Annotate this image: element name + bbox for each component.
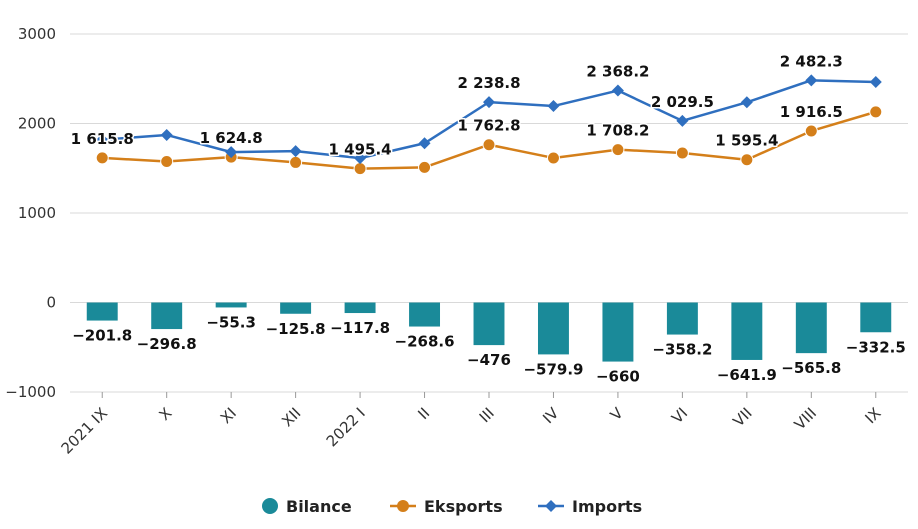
legend-swatch-marker xyxy=(545,500,557,512)
data-label-imports: 2 029.5 xyxy=(651,93,714,111)
x-tick-label: 2021 IX xyxy=(58,404,111,457)
bar-bilance xyxy=(731,302,763,360)
point-imports xyxy=(869,76,882,89)
x-tick-label: VI xyxy=(668,404,691,427)
data-label-imports: 2 368.2 xyxy=(586,63,649,81)
bar-bilance xyxy=(860,302,892,333)
bar-bilance xyxy=(344,302,376,314)
x-tick-label: IV xyxy=(539,404,563,428)
bar-bilance xyxy=(666,302,698,335)
point-eksports xyxy=(418,160,432,174)
y-tick-label: 2000 xyxy=(18,115,56,133)
point-imports xyxy=(611,84,624,97)
point-eksports xyxy=(95,151,109,165)
point-eksports xyxy=(804,124,818,138)
y-tick-label: 3000 xyxy=(18,25,56,43)
point-eksports xyxy=(740,153,754,167)
data-label-eksports: 1 595.4 xyxy=(715,132,778,150)
legend-swatch xyxy=(262,498,278,514)
legend-label: Imports xyxy=(572,497,642,516)
data-label-eksports: 1 624.8 xyxy=(200,129,263,147)
legend-swatch-marker xyxy=(397,500,409,512)
legend-label: Eksports xyxy=(424,497,503,516)
data-label-bilance: −332.5 xyxy=(846,338,906,356)
point-imports xyxy=(805,74,818,87)
bar-bilance xyxy=(280,302,312,314)
bar-bilance xyxy=(795,302,827,354)
y-axis: −1000 0 1000 2000 3000 xyxy=(5,25,56,401)
data-label-bilance: −565.8 xyxy=(781,359,841,377)
legend: Bilance Eksports Imports xyxy=(262,497,642,516)
data-label-bilance: −296.8 xyxy=(137,335,197,353)
grid xyxy=(70,33,908,393)
bar-bilance xyxy=(602,302,634,362)
data-label-imports: 2 482.3 xyxy=(780,52,843,70)
bar-bilance xyxy=(473,302,505,346)
y-tick-label: 1000 xyxy=(18,204,56,222)
data-label-eksports: 1 495.4 xyxy=(329,141,392,159)
point-imports xyxy=(418,137,431,150)
x-tick-label: VII xyxy=(729,404,755,430)
point-eksports xyxy=(611,143,625,157)
data-label-eksports: 1 615.8 xyxy=(71,130,134,148)
data-label-bilance: −268.6 xyxy=(395,333,455,351)
bilance-bars xyxy=(86,302,892,362)
data-label-imports: 2 238.8 xyxy=(457,74,520,92)
x-axis: 2021 IX X XI XII 2022 I II III IV V VI VII VIII IX xyxy=(58,392,885,458)
data-label-bilance: −358.2 xyxy=(652,341,712,359)
x-tick-label: X xyxy=(156,404,176,424)
point-eksports xyxy=(353,162,367,176)
data-label-bilance: −641.9 xyxy=(717,366,777,384)
point-imports xyxy=(547,100,560,113)
point-eksports xyxy=(675,146,689,160)
point-imports xyxy=(676,114,689,127)
x-tick-label: IX xyxy=(861,404,884,427)
x-tick-label: XII xyxy=(278,404,304,430)
data-label-bilance: −579.9 xyxy=(523,360,583,378)
point-imports xyxy=(354,152,367,165)
data-label-eksports: 1 916.5 xyxy=(780,103,843,121)
bar-bilance xyxy=(86,302,118,321)
legend-item-imports: Imports xyxy=(538,497,642,516)
data-label-eksports: 1 762.8 xyxy=(457,117,520,135)
x-tick-label: III xyxy=(476,404,498,426)
data-label-bilance: −201.8 xyxy=(72,327,132,345)
legend-label: Bilance xyxy=(286,497,352,516)
data-label-bilance: −117.8 xyxy=(330,319,390,337)
point-eksports xyxy=(869,105,883,119)
bar-bilance xyxy=(409,302,441,327)
point-eksports xyxy=(289,155,303,169)
point-eksports xyxy=(482,138,496,152)
point-imports xyxy=(96,133,109,146)
point-imports xyxy=(289,145,302,158)
y-tick-label: −1000 xyxy=(5,383,56,401)
bar-bilance xyxy=(151,302,183,330)
x-tick-label: II xyxy=(414,404,433,423)
point-imports xyxy=(225,146,238,159)
point-imports xyxy=(483,96,495,109)
point-imports xyxy=(740,96,753,109)
x-tick-label: 2022 I xyxy=(323,404,369,450)
point-eksports xyxy=(160,155,174,169)
data-label-bilance: −125.8 xyxy=(266,320,326,338)
data-label-eksports: 1 708.2 xyxy=(586,122,649,140)
legend-item-eksports: Eksports xyxy=(390,497,503,516)
x-tick-label: VIII xyxy=(791,404,820,433)
x-tick-label: XI xyxy=(217,404,240,427)
bar-bilance xyxy=(215,302,247,308)
point-eksports xyxy=(546,151,560,165)
point-imports xyxy=(160,128,173,141)
series-lines xyxy=(95,74,883,176)
data-label-bilance: −55.3 xyxy=(206,313,256,331)
data-label-bilance: −476 xyxy=(467,351,511,369)
data-labels: −201.8 −296.8−55.3 −125.8 −117.8−268.6−476−… xyxy=(69,51,907,387)
bar-bilance xyxy=(537,302,569,355)
y-tick-label: 0 xyxy=(46,294,56,312)
legend-item-bilance: Bilance xyxy=(262,497,352,516)
data-label-bilance: −660 xyxy=(596,368,640,386)
x-tick-label: V xyxy=(607,404,628,425)
